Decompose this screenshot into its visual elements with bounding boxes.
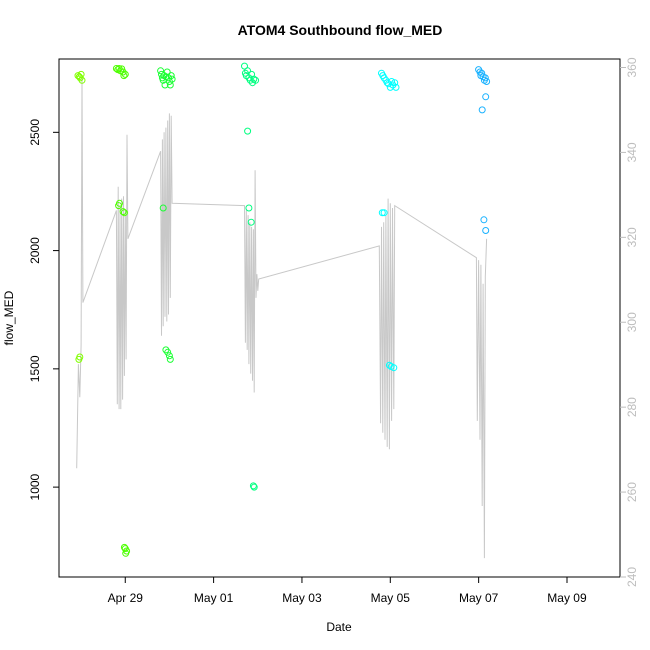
x-tick-label: May 09 [547, 591, 587, 605]
data-point [249, 482, 257, 490]
chart-title: ATOM4 Southbound flow_MED [238, 22, 443, 38]
data-point [157, 67, 165, 75]
bottom-axis: Apr 29 May 01 May 03 May 05 May 07 May 09 [108, 577, 587, 605]
x-tick-label: May 05 [371, 591, 411, 605]
y-axis-label: flow_MED [2, 290, 16, 345]
data-point [166, 355, 174, 363]
y-right-tick-label: 320 [625, 227, 639, 247]
data-point [390, 364, 398, 372]
y-right-tick-label: 260 [625, 482, 639, 502]
x-tick-label: May 03 [282, 591, 322, 605]
data-point [120, 72, 128, 80]
data-point [383, 79, 391, 87]
data-point [388, 78, 396, 85]
x-tick-label: Apr 29 [108, 591, 144, 605]
data-point [250, 483, 258, 491]
data-point [483, 78, 491, 85]
data-point [119, 208, 127, 216]
data-point [247, 218, 255, 226]
data-point [245, 204, 253, 212]
y-tick-label: 2500 [28, 119, 42, 146]
data-point [481, 74, 489, 82]
data-point [478, 106, 486, 114]
data-point [167, 72, 175, 80]
data-point [380, 209, 388, 217]
data-point [482, 93, 490, 101]
data-point [119, 68, 127, 76]
left-axis: 1000 1500 2000 2500 [28, 119, 59, 500]
y-right-tick-label: 300 [625, 312, 639, 332]
data-point [121, 70, 129, 78]
data-point [74, 72, 82, 80]
data-point [250, 75, 258, 83]
data-point [76, 353, 84, 361]
point-group [112, 65, 131, 557]
data-point [476, 68, 484, 76]
data-point [116, 199, 123, 207]
point-group [74, 70, 86, 363]
point-group [378, 69, 400, 372]
x-tick-label: May 01 [194, 591, 234, 605]
data-point [244, 127, 252, 135]
data-point [165, 352, 173, 360]
y-tick-label: 1000 [28, 473, 42, 500]
y-right-tick-label: 340 [625, 142, 639, 162]
y-right-tick-label: 360 [625, 57, 639, 77]
data-point [241, 62, 248, 70]
y-right-tick-label: 240 [625, 567, 639, 587]
data-point [164, 348, 172, 356]
right-axis: 240 260 280 300 320 340 360 [620, 57, 639, 587]
data-point [480, 216, 488, 224]
data-point [161, 81, 169, 89]
point-group [475, 66, 491, 234]
data-point [168, 75, 176, 83]
data-point [78, 76, 86, 84]
point-group [157, 67, 176, 363]
point-group [241, 62, 260, 491]
data-point [120, 209, 128, 217]
data-point [252, 76, 260, 84]
data-point [244, 67, 252, 75]
x-axis-label: Date [326, 620, 352, 634]
point-series [74, 62, 491, 557]
data-point [482, 227, 490, 234]
data-point [391, 79, 399, 87]
data-point [123, 547, 131, 555]
x-tick-label: May 07 [459, 591, 499, 605]
y-tick-label: 1500 [28, 355, 42, 382]
data-point [112, 65, 120, 72]
y-tick-label: 2000 [28, 237, 42, 264]
data-point [392, 83, 400, 91]
y-right-tick-label: 280 [625, 397, 639, 417]
plot-frame [58, 58, 621, 578]
flow-line-series [76, 75, 488, 559]
data-point [159, 204, 167, 212]
data-point [478, 69, 486, 77]
